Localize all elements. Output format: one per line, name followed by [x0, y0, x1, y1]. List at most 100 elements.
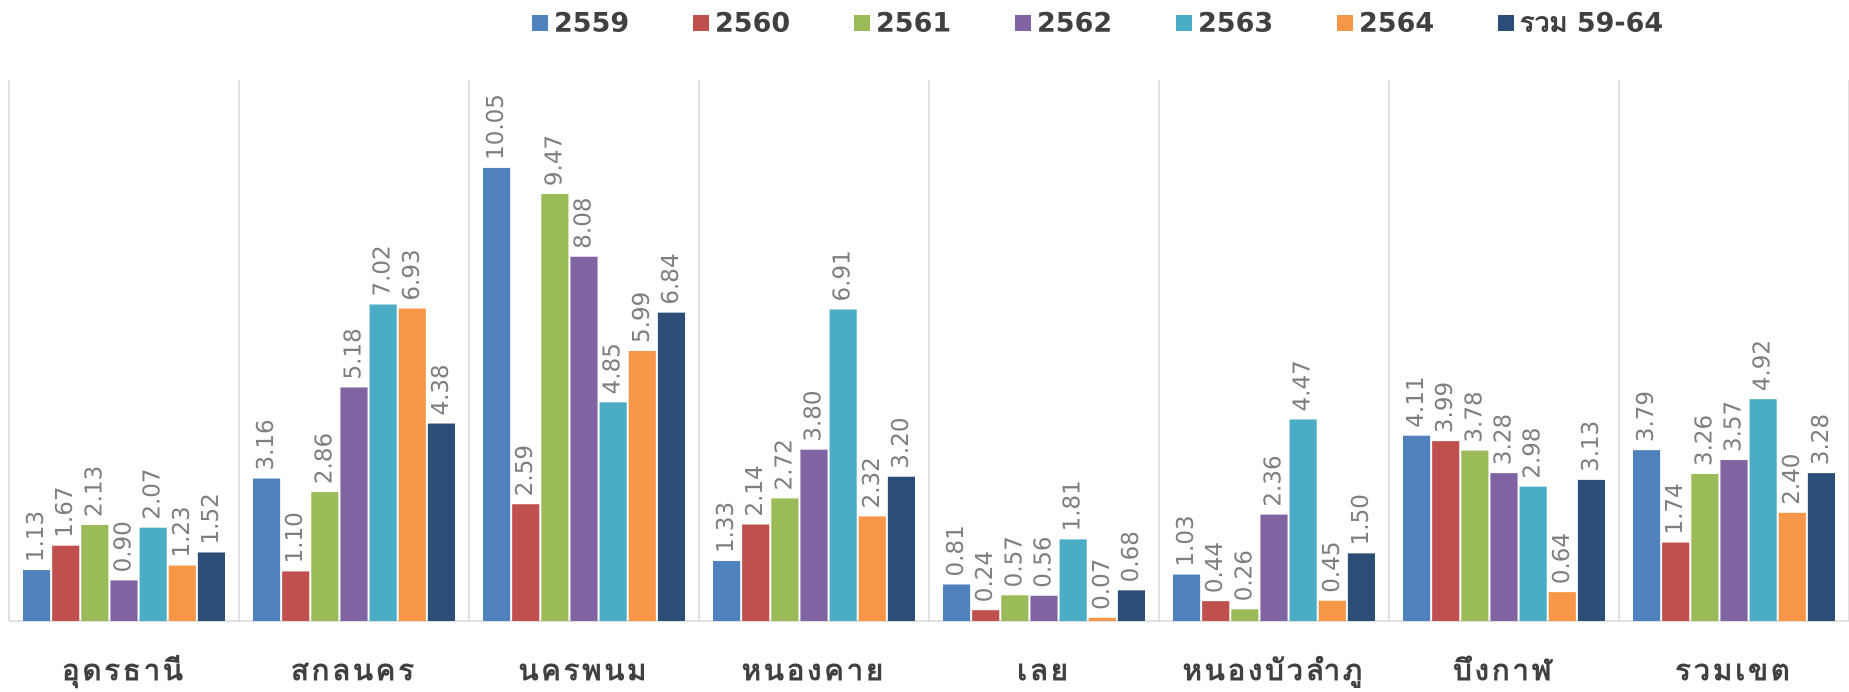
value-label: 1.03 [1173, 515, 1199, 566]
value-label: 3.78 [1461, 391, 1487, 442]
value-label: 3.80 [801, 390, 827, 441]
legend-swatch [532, 15, 548, 31]
value-label: 2.32 [859, 457, 885, 508]
legend-swatch [1015, 15, 1031, 31]
bar [52, 545, 80, 621]
bar [541, 194, 569, 621]
value-label: 2.72 [771, 439, 797, 490]
bar [657, 312, 685, 621]
bar [197, 552, 225, 621]
bar [858, 516, 886, 621]
legend-label: 2562 [1037, 8, 1112, 39]
value-label: 0.26 [1231, 550, 1257, 601]
bar [253, 478, 281, 621]
value-label: 2.59 [512, 445, 538, 496]
bar [427, 423, 455, 621]
value-label: 0.64 [1549, 533, 1575, 584]
bar [1231, 609, 1259, 621]
bar [369, 304, 397, 621]
bar [398, 308, 426, 621]
legend-label: 2560 [715, 8, 790, 39]
value-label: 4.92 [1750, 340, 1776, 391]
legend-label: 2563 [1198, 8, 1273, 39]
bar [1662, 542, 1690, 621]
x-tick-label: บึงกาฬ [1453, 653, 1554, 687]
bar [713, 561, 741, 621]
bar [570, 256, 598, 621]
value-label: 5.99 [629, 292, 655, 343]
x-tick-label: หนองบัวลำภู [1183, 653, 1365, 688]
bar [1260, 514, 1288, 621]
bar [829, 309, 857, 621]
bar [1202, 601, 1230, 621]
value-label: 0.45 [1319, 541, 1345, 592]
value-label: 3.20 [888, 418, 914, 469]
value-label: 1.67 [52, 486, 78, 537]
value-label: 6.84 [658, 253, 684, 304]
value-label: 3.79 [1633, 391, 1659, 442]
legend-label: 2561 [876, 8, 951, 39]
value-label: 1.81 [1060, 480, 1086, 531]
legend-swatch [1498, 15, 1514, 31]
bar [1347, 553, 1375, 621]
bar [1432, 441, 1460, 621]
bar [943, 584, 971, 621]
value-label: 1.13 [23, 511, 49, 562]
bar [1461, 450, 1489, 621]
value-label: 2.07 [140, 468, 166, 519]
bar [168, 565, 196, 621]
bar [1088, 617, 1116, 621]
bar [800, 449, 828, 621]
value-label: 6.93 [399, 249, 425, 300]
bar [1173, 574, 1201, 621]
value-label: 0.57 [1001, 536, 1027, 587]
x-tick-label: สกลนคร [291, 653, 417, 687]
value-label: 4.38 [428, 364, 454, 415]
value-label: 0.44 [1202, 542, 1228, 593]
value-label: 3.28 [1491, 414, 1517, 465]
bar [599, 402, 627, 621]
x-tick-label: อุดรธานี [62, 653, 186, 688]
bar [1030, 595, 1058, 621]
legend-label: รวม 59-64 [1520, 8, 1663, 39]
value-label: 2.98 [1520, 427, 1546, 478]
value-label: 3.28 [1808, 414, 1834, 465]
bar [1807, 473, 1835, 621]
bar [23, 570, 51, 621]
bar [628, 350, 656, 621]
bar [1778, 512, 1806, 621]
value-label: 7.02 [370, 245, 396, 296]
bar [1720, 460, 1748, 621]
x-tick-label: รวมเขต [1675, 653, 1793, 687]
bar [340, 387, 368, 621]
bar [972, 610, 1000, 621]
value-label: 3.13 [1578, 421, 1604, 472]
value-label: 1.23 [169, 506, 195, 557]
bar [1490, 473, 1518, 621]
value-label: 1.74 [1662, 483, 1688, 534]
legend-label: 2564 [1359, 8, 1434, 39]
value-label: 1.52 [198, 493, 224, 544]
x-tick-label: เลย [1017, 653, 1071, 687]
value-label: 8.08 [571, 198, 597, 249]
value-label: 4.85 [600, 343, 626, 394]
bar [139, 527, 167, 621]
value-label: 1.33 [713, 502, 739, 553]
bar [1059, 539, 1087, 621]
value-label: 3.57 [1721, 401, 1747, 452]
legend-label: 2559 [554, 8, 629, 39]
bar [282, 571, 310, 621]
bar [1633, 450, 1661, 621]
legend-swatch [854, 15, 870, 31]
bar [1318, 600, 1346, 621]
bar [311, 492, 339, 621]
value-label: 0.24 [972, 551, 998, 602]
x-tick-label: หนองคาย [742, 653, 886, 687]
value-label: 5.18 [341, 328, 367, 379]
legend-swatch [1337, 15, 1353, 31]
value-label: 4.47 [1290, 360, 1316, 411]
value-label: 3.26 [1691, 415, 1717, 466]
value-label: 0.07 [1089, 559, 1115, 610]
bar [1519, 486, 1547, 621]
